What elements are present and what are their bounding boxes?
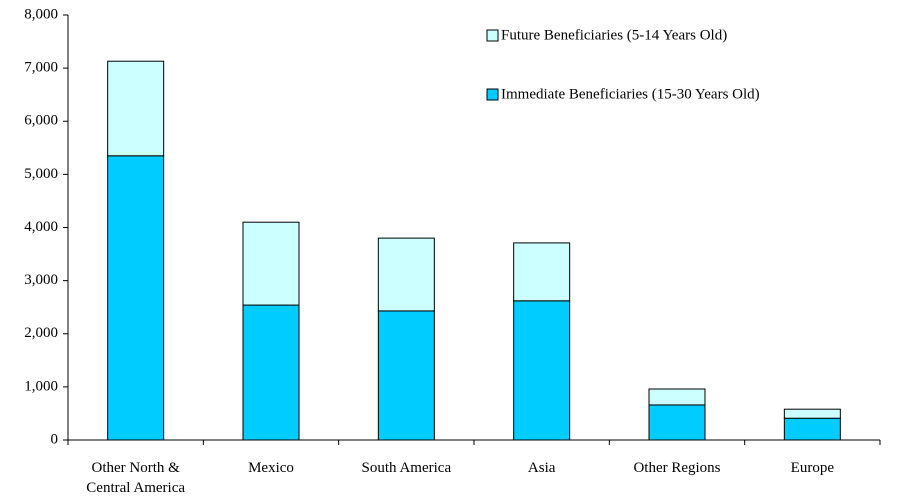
x-tick-label: Asia — [527, 460, 556, 476]
y-tick-label: 1,000 — [24, 378, 58, 394]
bar-segment — [513, 300, 571, 441]
y-tick-label: 5,000 — [24, 166, 58, 182]
y-tick-label: 3,000 — [24, 272, 58, 288]
bar-segment — [377, 237, 435, 312]
legend-label: Immediate Beneficiaries (15-30 Years Old… — [501, 86, 760, 102]
x-tick-label: Other North & Central America — [86, 460, 186, 496]
bar-segment — [648, 404, 706, 441]
y-tick-label: 7,000 — [24, 60, 58, 76]
bar-segment — [107, 155, 165, 441]
bar-segment — [377, 310, 435, 441]
y-tick-label: 6,000 — [24, 113, 58, 129]
legend-swatch — [486, 88, 499, 101]
bar-segment — [513, 242, 571, 302]
bar-segment — [242, 304, 300, 441]
bar-segment — [107, 60, 165, 157]
x-tick-label: Other Regions — [633, 460, 721, 476]
x-tick-label: Europe — [790, 460, 834, 476]
legend-swatch — [486, 29, 499, 42]
legend-label: Future Beneficiaries (5-14 Years Old) — [501, 27, 727, 43]
y-tick-label: 8,000 — [24, 6, 58, 22]
bar-segment — [783, 417, 841, 441]
y-tick-label: 0 — [51, 431, 59, 447]
bar-segment — [242, 221, 300, 306]
x-tick-label: Mexico — [248, 460, 294, 476]
bar-segment — [648, 388, 706, 406]
y-tick-label: 4,000 — [24, 219, 58, 235]
x-tick-label: South America — [361, 460, 452, 476]
bar-segment — [783, 408, 841, 419]
y-tick-label: 2,000 — [24, 325, 58, 341]
